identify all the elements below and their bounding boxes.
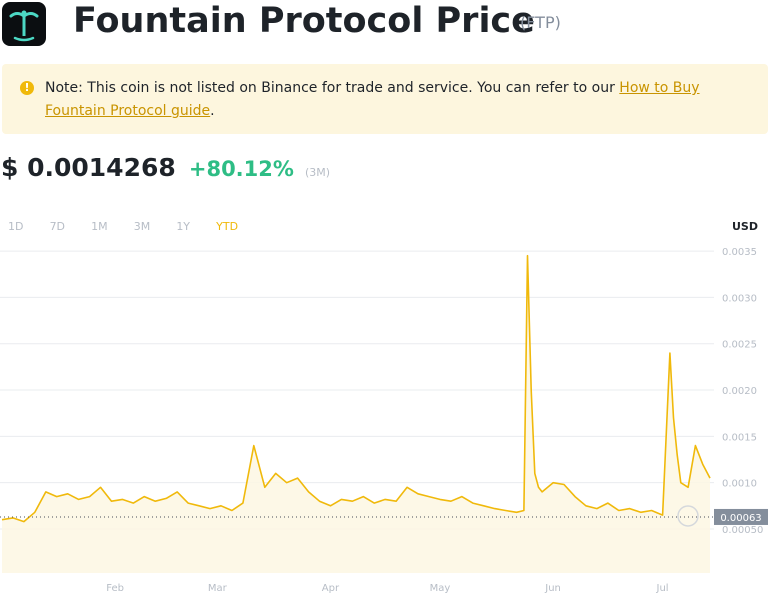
current-price: $ 0.0014268 <box>1 153 176 182</box>
watermark-icon <box>677 505 699 527</box>
note-text: Note: This coin is not listed on Binance… <box>45 80 620 96</box>
fountain-protocol-logo <box>2 2 46 46</box>
x-tick-label: May <box>430 583 451 594</box>
warning-icon: ! <box>20 81 34 95</box>
page-title: Fountain Protocol Price <box>73 1 535 41</box>
x-tick-label: Apr <box>322 583 340 594</box>
y-tick-label: 0.0020 <box>722 386 757 397</box>
coin-symbol: (FTP) <box>520 13 561 32</box>
note-suffix: . <box>210 103 215 119</box>
currency-label: USD <box>732 220 758 233</box>
tab-7d[interactable]: 7D <box>49 220 66 233</box>
x-tick-label: Mar <box>208 583 228 594</box>
y-tick-label: 0.00050 <box>722 525 763 536</box>
price-change: +80.12% <box>188 157 294 181</box>
price-area <box>2 255 710 573</box>
y-tick-label: 0.0015 <box>722 432 757 443</box>
time-range-tabs: 1D 7D 1M 3M 1Y YTD <box>8 215 259 233</box>
how-to-buy-link[interactable]: How to Buy Fountain Protocol guide <box>45 80 700 119</box>
price-line <box>1 254 711 523</box>
y-tick-label: 0.0030 <box>722 293 757 304</box>
y-tick-label: 0.0035 <box>722 247 757 258</box>
current-price-label-bg <box>714 508 768 525</box>
change-period: (3M) <box>305 166 331 179</box>
tab-1d[interactable]: 1D <box>8 220 24 233</box>
x-tick-label: Jul <box>656 583 669 594</box>
listing-note: ! Note: This coin is not listed on Binan… <box>2 64 768 134</box>
y-tick-label: 0.0010 <box>722 479 757 490</box>
price-chart[interactable]: 0.00050 0.0010 0.0015 0.0020 0.0025 0.0030 0.0… <box>0 240 783 599</box>
y-tick-label: 0.0025 <box>722 340 757 351</box>
x-tick-label: Jun <box>544 583 561 594</box>
fountain-icon <box>9 10 39 42</box>
current-price-label: 0.00063 <box>720 513 761 524</box>
tab-1y[interactable]: 1Y <box>176 220 191 233</box>
tab-3m[interactable]: 3M <box>133 220 151 233</box>
tab-ytd[interactable]: YTD <box>216 220 239 233</box>
price-row: $ 0.0014268 +80.12% (3M) <box>1 153 330 187</box>
tab-1m[interactable]: 1M <box>91 220 108 233</box>
x-tick-label: Feb <box>106 583 124 594</box>
page-header: Fountain Protocol Price (FTP) <box>0 0 783 56</box>
